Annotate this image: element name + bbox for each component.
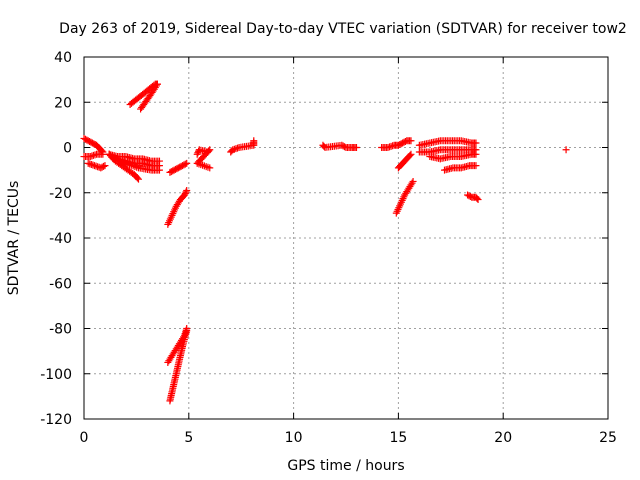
- data-point: [99, 150, 107, 158]
- data-point: [407, 150, 415, 158]
- series-arc-4h-mid: [166, 159, 191, 176]
- data-point: [153, 80, 161, 88]
- series-arc-14-15h: [378, 137, 415, 151]
- data-point-fill: [181, 190, 189, 198]
- y-tick-label: -80: [49, 322, 72, 338]
- series-arc-fan-4: [109, 155, 163, 174]
- data-point-fill: [182, 188, 190, 196]
- data-point: [193, 150, 201, 158]
- series-arc-16-19h-mid: [415, 146, 480, 156]
- data-point: [472, 139, 480, 147]
- y-tick-label: -20: [49, 186, 72, 202]
- series-arc-16-19h-top: [415, 137, 480, 149]
- series-arc-4h-dip: [164, 186, 191, 228]
- x-tick-label: 5: [184, 430, 193, 446]
- data-point: [183, 186, 191, 194]
- data-points: [80, 80, 570, 405]
- data-point: [474, 196, 482, 204]
- series-arc-rise-early-2: [137, 80, 161, 113]
- data-point-fill: [100, 162, 108, 170]
- series-arc-16-19h-low: [426, 150, 480, 163]
- y-tick-label: -120: [40, 412, 72, 428]
- data-point-fill: [341, 143, 349, 151]
- x-tick-label: 10: [285, 430, 303, 446]
- y-tick-label: 0: [63, 141, 72, 157]
- y-tick-labels: -120 -100 -80 -60 -40 -20 0 20 40: [40, 50, 72, 428]
- chart-title: Day 263 of 2019, Sidereal Day-to-day VTE…: [59, 21, 627, 37]
- data-point: [409, 177, 417, 185]
- y-tick-label: 20: [54, 95, 72, 111]
- y-axis-label: SDTVAR / TECUs: [6, 181, 22, 296]
- x-tick-label: 20: [494, 430, 512, 446]
- series-arc-15h-dip: [392, 177, 417, 217]
- data-point: [181, 191, 189, 199]
- data-point-fill: [406, 151, 414, 159]
- plot-frame: [83, 56, 609, 420]
- x-tick-labels: 0 5 10 15 20 25: [80, 430, 617, 446]
- series-points-18.5h: [464, 191, 482, 204]
- series-points-5h: [193, 146, 214, 172]
- data-point: [352, 144, 360, 151]
- series-arc-decline-start: [80, 134, 107, 156]
- data-point: [250, 137, 258, 145]
- y-tick-label: 40: [54, 50, 72, 66]
- series-arc-17-19h-lower: [441, 162, 480, 174]
- x-axis-label: GPS time / hours: [287, 458, 404, 474]
- data-point-fill: [133, 174, 141, 182]
- x-tick-label: 15: [389, 430, 407, 446]
- y-tick-label: -40: [49, 231, 72, 247]
- data-point: [183, 159, 191, 167]
- data-point: [562, 146, 570, 154]
- data-point: [206, 164, 214, 172]
- data-point-fill: [181, 160, 189, 168]
- x-tick-label: 0: [80, 430, 89, 446]
- data-point-fill: [473, 194, 481, 202]
- series-arc-15h-mid: [394, 150, 415, 172]
- series-point-23h: [562, 146, 570, 154]
- data-point: [134, 175, 142, 183]
- series-points-7h: [227, 137, 258, 156]
- data-point-fill: [408, 179, 416, 187]
- series-arc-4h-deep-2: [164, 325, 191, 366]
- data-point: [183, 325, 191, 332]
- data-point: [472, 162, 480, 170]
- data-point: [155, 166, 163, 174]
- series-arc-start-down: [84, 159, 109, 172]
- x-tick-label: 25: [599, 430, 617, 446]
- series-arc-start-flat: [80, 150, 107, 161]
- data-point-fill: [152, 82, 160, 90]
- data-point: [101, 162, 109, 170]
- y-tick-label: -60: [49, 276, 72, 292]
- grid-lines: [84, 57, 608, 419]
- data-point: [407, 137, 415, 145]
- data-point: [472, 150, 480, 158]
- y-tick-label: -100: [40, 367, 72, 383]
- series-points-11-13h: [319, 141, 360, 151]
- data-point-fill: [180, 333, 188, 341]
